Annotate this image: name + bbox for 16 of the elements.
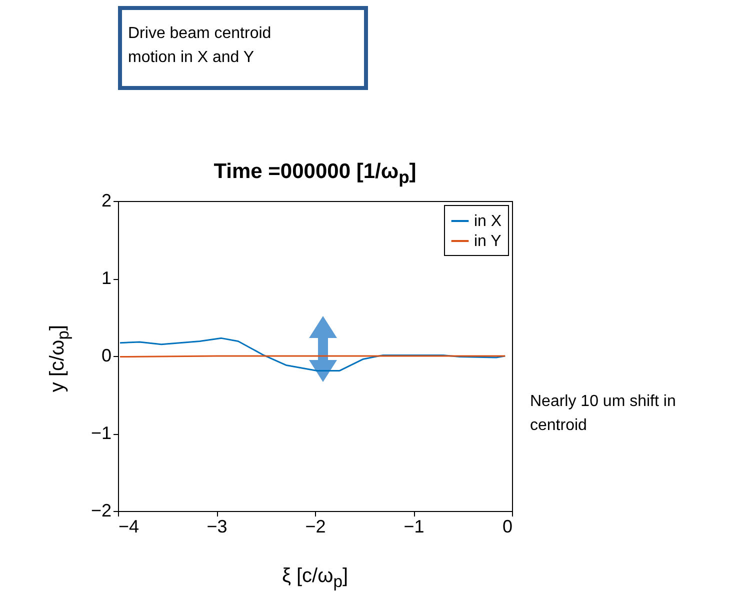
text: Drive beam centroid motion in X and Y — [118, 6, 368, 90]
x-tick-label: −1 — [404, 516, 424, 536]
x-tick-label: −3 — [206, 516, 228, 536]
y-tick-label: −1 — [90, 423, 112, 443]
text: Nearly 10 um shift in centroid — [530, 392, 677, 436]
x-tick-label: 0 — [502, 516, 512, 536]
x-tick-label: −2 — [305, 516, 326, 536]
legend-label: in Y — [474, 233, 502, 250]
chart-title: Time =000000 [1/ω$_{p}$] — [212, 160, 418, 188]
x-axis-title: ξ [c/ω$_{p}$] — [280, 565, 350, 592]
y-tick-label: 0 — [101, 346, 112, 366]
y-tick-label: 2 — [101, 190, 112, 210]
legend-label: in X — [474, 213, 502, 230]
y-tick-label: −2 — [90, 500, 112, 520]
x-tick-label: −4 — [118, 516, 140, 536]
y-tick-label: 1 — [101, 268, 112, 288]
